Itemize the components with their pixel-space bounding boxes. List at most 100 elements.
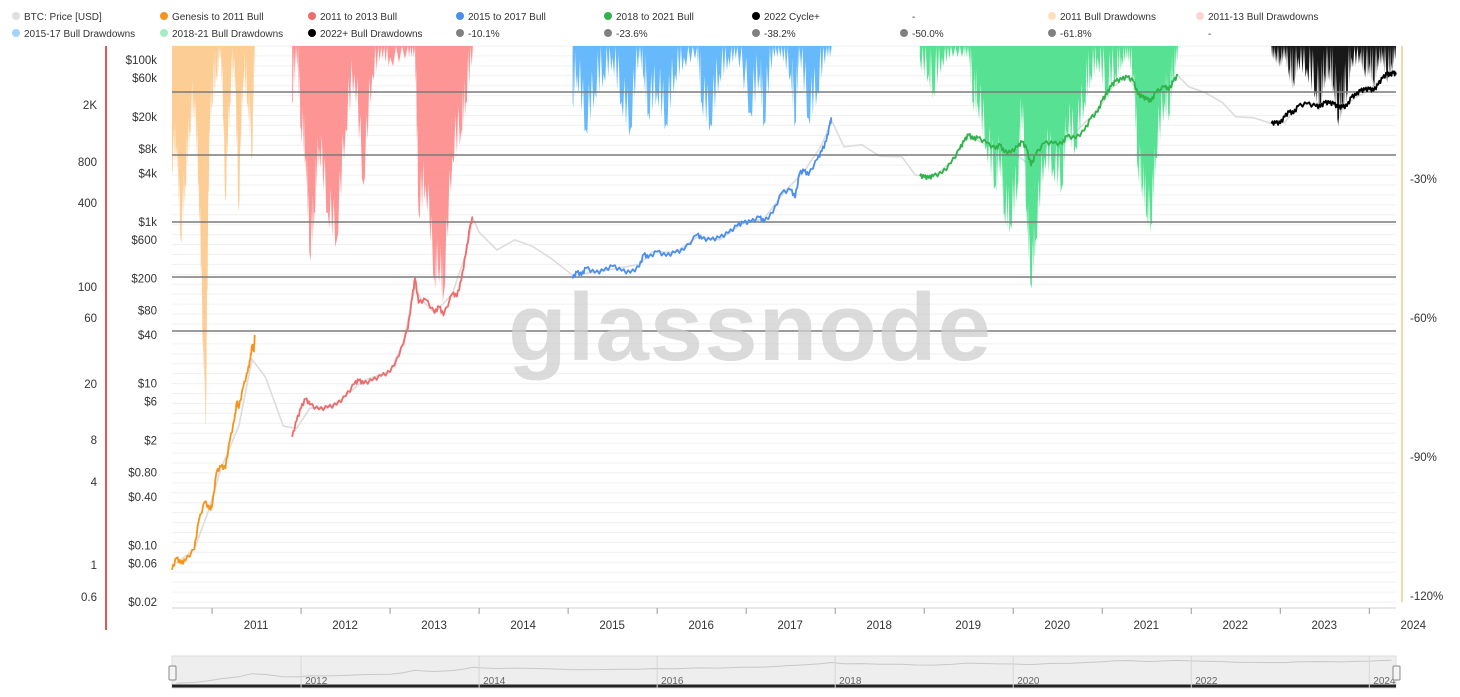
x-axis-tick: 2012 xyxy=(332,620,358,632)
legend-swatch xyxy=(12,12,20,20)
legend: BTC: Price [USD] Genesis to 2011 Bull 2011… xyxy=(12,12,1318,40)
legend-swatch xyxy=(456,29,464,37)
legend-swatch xyxy=(1048,29,1056,37)
legend-item[interactable]: -61.8% xyxy=(1048,29,1092,40)
legend-item[interactable]: 2011 Bull Drawdowns xyxy=(1048,12,1156,23)
outer-axis-tick: 20 xyxy=(84,379,97,391)
outer-axis-tick: 0.6 xyxy=(81,592,97,604)
legend-label: 2022+ Bull Drawdowns xyxy=(320,29,423,40)
x-axis-tick: 2013 xyxy=(421,620,447,632)
price-axis-tick: $40 xyxy=(138,330,157,342)
navigator-tick: 2018 xyxy=(839,676,862,687)
legend-item[interactable]: 2015-17 Bull Drawdowns xyxy=(12,29,135,40)
x-axis-tick: 2020 xyxy=(1044,620,1070,632)
price-axis-tick: $2 xyxy=(144,435,157,447)
x-axis-tick: 2021 xyxy=(1133,620,1159,632)
legend-label: -38.2% xyxy=(764,29,796,40)
price-axis-tick: $20k xyxy=(132,112,157,124)
x-axis-tick: 2022 xyxy=(1222,620,1248,632)
drawdown-axis-tick: -90% xyxy=(1410,452,1437,464)
price-axis-tick: $600 xyxy=(131,235,157,247)
legend-label: Genesis to 2011 Bull xyxy=(172,12,264,23)
legend-swatch xyxy=(1196,12,1204,20)
price-axis-tick: $0.06 xyxy=(128,558,157,570)
drawdown-axis-tick: -60% xyxy=(1410,313,1437,325)
price-axis-tick: $6 xyxy=(144,397,157,409)
price-axis-tick: $80 xyxy=(138,306,157,318)
legend-item[interactable]: - xyxy=(1208,29,1211,40)
x-axis-tick: 2015 xyxy=(599,620,625,632)
drawdown-area xyxy=(919,46,1178,289)
navigator-line xyxy=(176,659,1392,684)
legend-label: 2011-13 Bull Drawdowns xyxy=(1208,12,1318,23)
legend-item[interactable]: 2022 Cycle+ xyxy=(752,12,820,23)
x-axis-tick: 2019 xyxy=(955,620,981,632)
drawdown-layer xyxy=(172,46,1396,425)
legend-swatch xyxy=(1048,12,1056,20)
x-axis-tick: 2018 xyxy=(866,620,892,632)
legend-label: - xyxy=(912,12,915,23)
legend-item[interactable]: 2018 to 2021 Bull xyxy=(604,12,694,23)
drawdown-axis-tick: -120% xyxy=(1410,591,1443,603)
navigator[interactable]: 2012 2014 2016 2018 2020 2022 2024 xyxy=(168,655,1401,689)
x-axis-tick: 2024 xyxy=(1400,620,1426,632)
price-axis-tick: $100k xyxy=(126,55,158,67)
legend-item[interactable]: 2018-21 Bull Drawdowns xyxy=(160,29,283,40)
price-axis-tick: $8k xyxy=(138,144,157,156)
bull-layer xyxy=(171,70,1397,570)
drawdown-area xyxy=(172,46,255,425)
axes: 2K 800 400 100 60 20 8 4 1 0.6 $100k $60k $20k $8k $4k… xyxy=(78,46,1443,632)
legend-label: -50.0% xyxy=(912,29,944,40)
drawdown-axis-tick: -30% xyxy=(1410,174,1437,186)
price-axis-tick: $60k xyxy=(132,73,157,85)
outer-axis-tick: 4 xyxy=(91,477,98,489)
legend-item[interactable]: 2011-13 Bull Drawdowns xyxy=(1196,12,1318,23)
x-axis-tick: 2023 xyxy=(1311,620,1337,632)
navigator-handle[interactable] xyxy=(1392,665,1401,681)
outer-axis-tick: 400 xyxy=(78,198,97,210)
legend-item[interactable]: - xyxy=(912,12,915,23)
drawdown-area xyxy=(1271,46,1396,127)
bull-line xyxy=(171,334,256,570)
legend-label: 2015 to 2017 Bull xyxy=(468,12,546,23)
legend-item[interactable]: 2022+ Bull Drawdowns xyxy=(308,29,423,40)
legend-swatch xyxy=(308,12,316,20)
legend-label: 2011 to 2013 Bull xyxy=(320,12,397,23)
watermark: glassnode xyxy=(508,274,992,381)
outer-axis-tick: 1 xyxy=(91,560,97,572)
legend-item[interactable]: BTC: Price [USD] xyxy=(12,12,102,23)
legend-label: -23.6% xyxy=(616,29,648,40)
bull-line xyxy=(1270,70,1397,126)
navigator-tick: 2014 xyxy=(483,676,506,687)
price-axis-tick: $4k xyxy=(138,168,157,180)
price-axis-tick: $0.02 xyxy=(128,597,157,609)
legend-item[interactable]: Genesis to 2011 Bull xyxy=(160,12,264,23)
legend-item[interactable]: 2011 to 2013 Bull xyxy=(308,12,397,23)
drawdown-area xyxy=(292,46,473,303)
legend-label: BTC: Price [USD] xyxy=(24,12,102,23)
price-axis-tick: $1k xyxy=(138,217,157,229)
fib-levels-layer xyxy=(172,91,1396,332)
legend-item[interactable]: 2015 to 2017 Bull xyxy=(456,12,546,23)
outer-axis-tick: 60 xyxy=(84,313,97,325)
legend-item[interactable]: -38.2% xyxy=(752,29,796,40)
navigator-tick: 2022 xyxy=(1195,676,1218,687)
x-axis-tick: 2014 xyxy=(510,620,536,632)
legend-swatch xyxy=(752,12,760,20)
legend-label: 2022 Cycle+ xyxy=(764,12,820,23)
x-axis-tick: 2011 xyxy=(244,620,269,632)
navigator-handle[interactable] xyxy=(168,665,177,681)
navigator-tick: 2012 xyxy=(305,676,328,687)
price-axis-tick: $200 xyxy=(131,274,157,286)
legend-swatch xyxy=(456,12,464,20)
grid xyxy=(172,45,1396,603)
price-axis-tick: $0.40 xyxy=(128,492,157,504)
legend-label: - xyxy=(1208,29,1211,40)
legend-item[interactable]: -50.0% xyxy=(900,29,944,40)
legend-swatch xyxy=(752,29,760,37)
legend-item[interactable]: -10.1% xyxy=(456,29,500,40)
navigator-tick: 2020 xyxy=(1017,676,1040,687)
legend-label: 2015-17 Bull Drawdowns xyxy=(24,29,135,40)
legend-item[interactable]: -23.6% xyxy=(604,29,648,40)
navigator-tick: 2016 xyxy=(661,676,684,687)
